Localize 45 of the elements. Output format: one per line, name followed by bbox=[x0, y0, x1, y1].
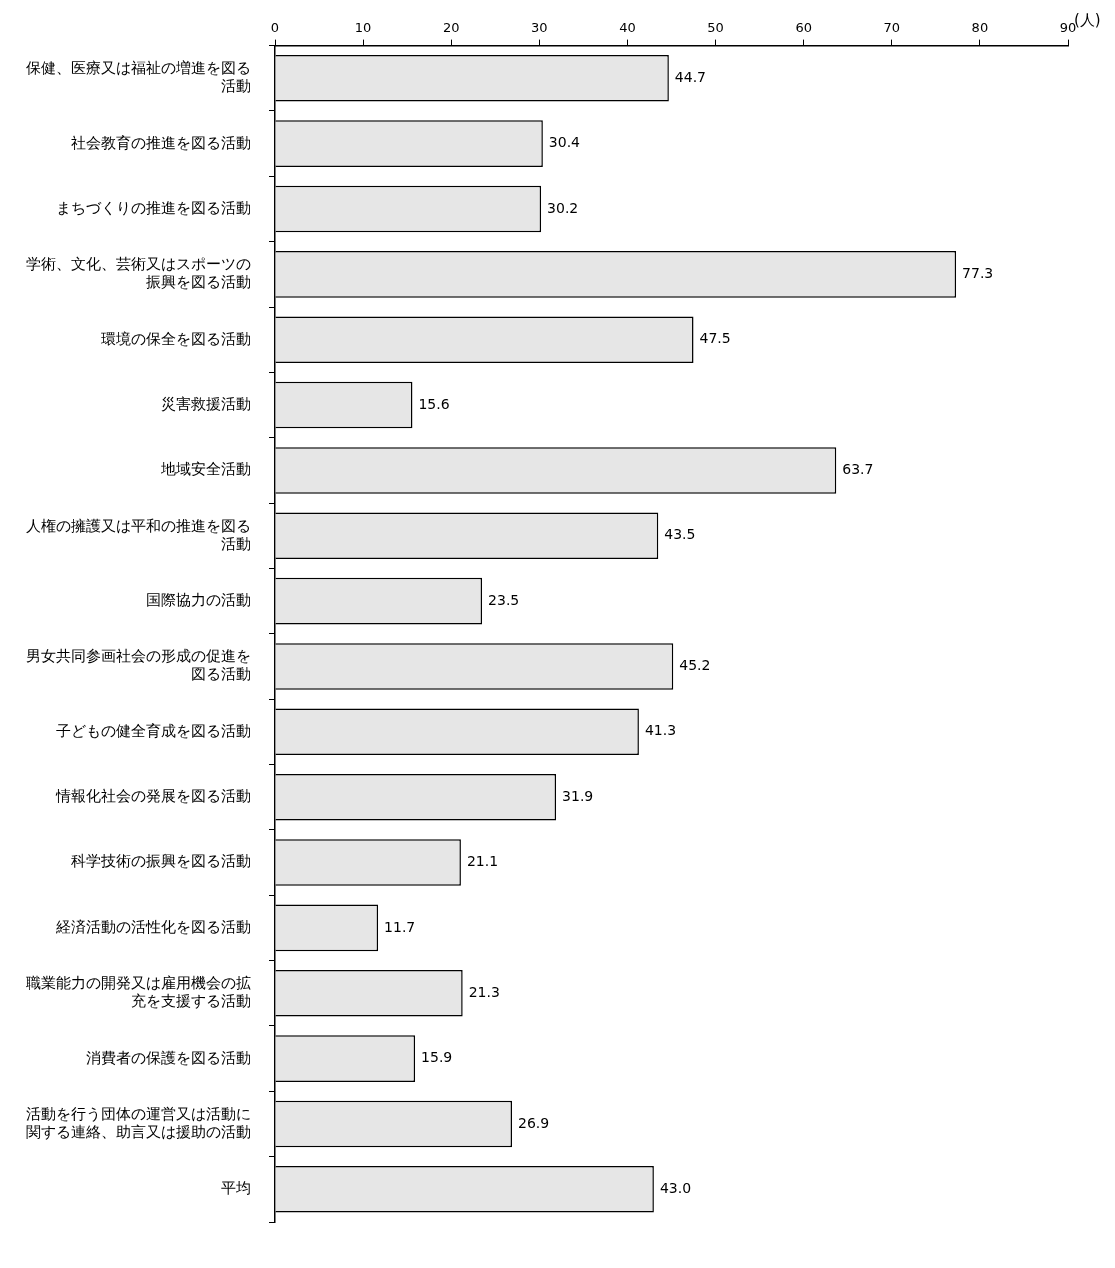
data-label: 63.7 bbox=[842, 461, 874, 478]
x-tick-label: 50 bbox=[707, 20, 724, 36]
data-label: 77.3 bbox=[962, 264, 994, 281]
y-tick-label: 保健、医療又は福祉の増進を図る活動 bbox=[26, 59, 251, 96]
data-label: 44.7 bbox=[674, 68, 707, 85]
data-label: 45.2 bbox=[679, 657, 711, 674]
y-tick-label: 災害救援活動 bbox=[161, 394, 251, 413]
x-tick-label: 10 bbox=[354, 20, 372, 36]
y-tick-label: 子どもの健全育成を図る活動 bbox=[56, 721, 251, 740]
y-tick-label: 地域安全活動 bbox=[160, 460, 251, 479]
data-label: 41.3 bbox=[644, 722, 677, 739]
data-label: 23.5 bbox=[488, 591, 520, 608]
data-label: 26.9 bbox=[518, 1114, 550, 1131]
x-tick-label: 30 bbox=[531, 20, 548, 36]
y-tick-label: 消費者の保護を図る活動 bbox=[86, 1048, 251, 1067]
data-label: 11.7 bbox=[384, 918, 416, 935]
y-tick-label: 人権の擁護又は平和の推進を図る活動 bbox=[26, 516, 251, 553]
data-label: 15.9 bbox=[421, 1049, 453, 1066]
y-tick-label: 男女共同参画社会の形成の促進を図る活動 bbox=[26, 647, 251, 684]
data-label: 30.2 bbox=[547, 199, 579, 216]
data-label: 30.4 bbox=[548, 134, 581, 151]
data-label: 43.0 bbox=[659, 1179, 692, 1196]
x-tick-label: 0 bbox=[270, 20, 280, 36]
y-tick-label: 社会教育の推進を図る活動 bbox=[71, 133, 251, 152]
y-tick-label: まちづくりの推進を図る活動 bbox=[56, 198, 251, 217]
x-tick-label: 80 bbox=[971, 20, 989, 36]
y-tick-label: 学術、文化、芸術又はスポーツの振興を図る活動 bbox=[26, 255, 251, 292]
y-tick-label: 情報化社会の発展を図る活動 bbox=[55, 787, 251, 806]
data-label: 43.5 bbox=[664, 526, 696, 543]
data-label: 47.5 bbox=[699, 330, 731, 347]
x-tick-label: 40 bbox=[619, 20, 636, 36]
y-tick-label: 環境の保全を図る活動 bbox=[101, 329, 251, 348]
y-tick-label: 国際協力の活動 bbox=[146, 591, 251, 610]
y-tick-label: 科学技術の振興を図る活動 bbox=[71, 852, 251, 871]
data-label: 15.6 bbox=[418, 395, 450, 412]
data-label: 31.9 bbox=[562, 787, 594, 804]
y-tick-label: 職業能力の開発又は雇用機会の拡充を支援する活動 bbox=[26, 974, 251, 1011]
x-tick-label: 70 bbox=[883, 20, 901, 36]
y-tick-label: 活動を行う団体の運営又は活動に関する連絡、助言又は援助の活動 bbox=[26, 1104, 251, 1141]
y-tick-label: 経済活動の活性化を図る活動 bbox=[55, 917, 251, 936]
data-label: 21.1 bbox=[466, 853, 499, 870]
data-label: 21.3 bbox=[468, 983, 500, 1000]
y-tick-label: 平均 bbox=[221, 1179, 251, 1198]
x-tick-label: 60 bbox=[795, 20, 812, 36]
x-tick-label: 20 bbox=[442, 20, 460, 36]
